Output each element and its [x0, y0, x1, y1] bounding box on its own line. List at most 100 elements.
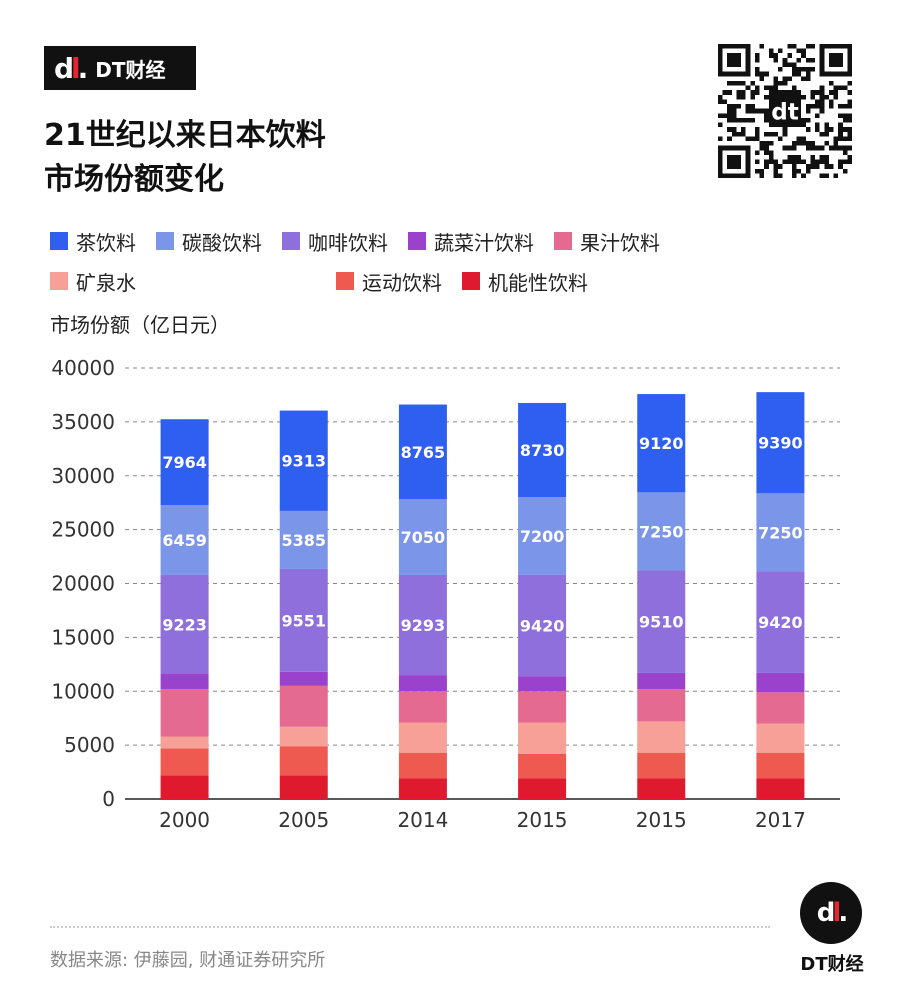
- bar-segment: [756, 392, 805, 494]
- bar-segment: [518, 722, 567, 754]
- bar-segment: [160, 689, 209, 737]
- legend-item: 运动饮料: [336, 266, 442, 296]
- bar-value-label: 9313: [281, 452, 326, 471]
- bar-segment: [637, 721, 686, 753]
- legend-swatch: [50, 272, 68, 290]
- bar-segment: [398, 752, 447, 779]
- legend-label: 矿泉水: [76, 270, 136, 295]
- legend-label: 机能性饮料: [488, 270, 588, 295]
- x-tick-label: 2017: [755, 808, 806, 832]
- bar-value-label: 9223: [162, 615, 207, 634]
- dt-logo-mark: dl.: [54, 51, 88, 85]
- y-tick-label: 30000: [51, 464, 115, 488]
- bar-value-label: 8730: [520, 441, 565, 460]
- bar-value-label: 9293: [401, 616, 446, 635]
- bar-value-label: 7964: [162, 453, 207, 472]
- legend-swatch: [282, 232, 300, 250]
- chart-title-line1: 21世纪以来日本饮料: [44, 118, 326, 153]
- legend-item: 果汁饮料: [554, 226, 660, 256]
- data-source: 数据来源: 伊藤园, 财通证券研究所: [50, 950, 326, 971]
- legend-swatch: [336, 272, 354, 290]
- legend-label: 果汁饮料: [580, 230, 660, 255]
- legend-swatch: [554, 232, 572, 250]
- legend-swatch: [50, 232, 68, 250]
- footer-divider: [50, 926, 770, 928]
- bar-segment: [160, 674, 209, 690]
- bar-segment: [756, 752, 805, 779]
- y-tick-label: 0: [102, 787, 115, 811]
- stacked-bar-chart: 0 5000 10000 15000 20000 25000 30000 35000 40000…: [51, 356, 840, 832]
- bar-segment: [279, 410, 328, 511]
- bar-segment: [160, 505, 209, 575]
- chart-title: 21世纪以来日本饮料 市场份额变化: [44, 114, 444, 202]
- legend-item: 咖啡饮料: [282, 226, 388, 256]
- bar-segment: [279, 746, 328, 776]
- bar-segment: [518, 497, 567, 575]
- bar-segment: [637, 689, 686, 722]
- y-tick-label: 10000: [51, 679, 115, 703]
- brand-logo: dl. DT财经: [44, 46, 196, 90]
- bar-segment: [279, 726, 328, 747]
- bar-segment: [279, 685, 328, 727]
- brand-name: DT财经: [95, 57, 166, 82]
- bar-segment: [160, 574, 209, 675]
- bar-segment: [756, 692, 805, 724]
- bar-segment: [518, 574, 567, 677]
- y-tick-label: 20000: [51, 572, 115, 596]
- bar-value-label: 6459: [162, 531, 207, 550]
- bar-segment: [756, 723, 805, 753]
- legend-label: 运动饮料: [362, 270, 442, 295]
- bar-segment: [160, 775, 209, 799]
- bar-value-label: 9420: [520, 616, 565, 635]
- bar-segment: [398, 675, 447, 692]
- bar-segment: [637, 394, 686, 493]
- chart-title-line2: 市场份额变化: [44, 162, 224, 197]
- legend-item: 碳酸饮料: [156, 226, 262, 256]
- legend-swatch: [462, 272, 480, 290]
- bar-segment: [756, 493, 805, 572]
- y-tick-label: 35000: [51, 410, 115, 434]
- legend-label: 碳酸饮料: [182, 230, 262, 255]
- bar-segment: [279, 568, 328, 672]
- bar-value-label: 7200: [520, 527, 565, 546]
- bar-segment: [160, 419, 209, 506]
- bar-segment: [518, 691, 567, 723]
- y-tick-label: 5000: [64, 733, 115, 757]
- bar-segment: [637, 672, 686, 690]
- bar-segment: [279, 775, 328, 799]
- bar-segment: [637, 492, 686, 571]
- x-tick-label: 2015: [636, 808, 687, 832]
- bar-segment: [518, 403, 567, 498]
- bar-segment: [398, 404, 447, 499]
- bar-segment: [637, 570, 686, 673]
- qr-code-icon: dt: [718, 44, 852, 178]
- x-tick-label: 2015: [517, 808, 568, 832]
- chart-legend: 茶饮料 碳酸饮料 咖啡饮料 蔬菜汁饮料 果汁饮料 矿泉水 运动饮料 机能性饮料: [50, 226, 890, 296]
- legend-item: 茶饮料: [50, 226, 136, 256]
- bar-segment: [160, 736, 209, 749]
- bar-segment: [398, 778, 447, 799]
- bar-value-label: 9120: [639, 434, 684, 453]
- bar-value-label: 5385: [281, 531, 326, 550]
- bar-value-label: 9510: [639, 613, 684, 632]
- bar-segment: [756, 571, 805, 673]
- bar-segment: [279, 671, 328, 686]
- bar-value-label: 7250: [758, 523, 803, 542]
- bar-segment: [637, 778, 686, 799]
- bar-segment: [637, 752, 686, 779]
- bar-segment: [398, 498, 447, 575]
- y-tick-label: 40000: [51, 356, 115, 380]
- bar-segment: [518, 753, 567, 779]
- bar-segment: [398, 574, 447, 676]
- bar-segment: [398, 722, 447, 753]
- legend-label: 茶饮料: [76, 230, 136, 255]
- bar-value-label: 9390: [758, 434, 803, 453]
- x-tick-label: 2000: [159, 808, 210, 832]
- bar-value-label: 9551: [281, 611, 326, 630]
- legend-item: 机能性饮料: [462, 266, 588, 296]
- bar-segment: [398, 691, 447, 723]
- svg-text:dt: dt: [771, 99, 799, 125]
- bar-segment: [756, 778, 805, 799]
- badge-label: DT财经: [800, 954, 864, 975]
